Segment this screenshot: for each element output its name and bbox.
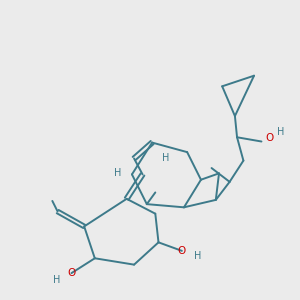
Text: O: O (67, 268, 76, 278)
Text: H: H (53, 274, 60, 284)
Text: H: H (162, 154, 169, 164)
Text: O: O (266, 133, 274, 143)
Text: H: H (277, 127, 284, 137)
Text: H: H (194, 251, 202, 261)
Text: H: H (115, 168, 122, 178)
Text: O: O (178, 246, 186, 256)
